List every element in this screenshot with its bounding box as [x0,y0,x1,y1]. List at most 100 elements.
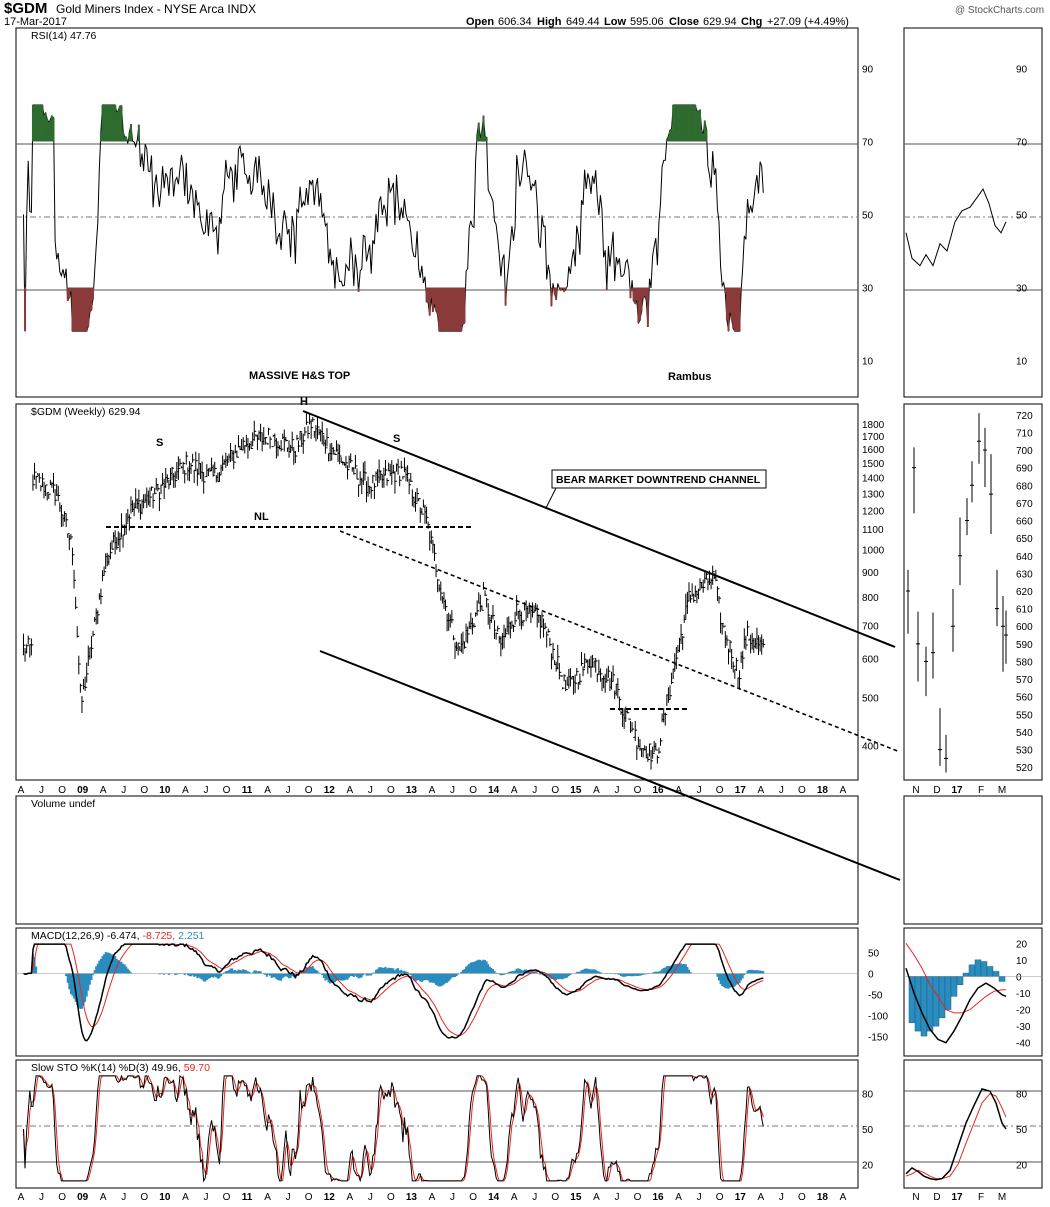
x-tick-top: 17 [735,785,747,796]
x-tick-top: A [429,785,436,796]
x-tick-top: O [223,785,231,796]
price-zoom-y-tick: 560 [1016,693,1033,704]
close-label: Close [669,16,699,28]
chg-label: Chg [741,16,762,28]
price-y-tick: 500 [862,694,879,705]
x-tick-top: 10 [159,785,171,796]
price-y-tick: 1000 [862,545,885,556]
lower-channel-line [319,650,901,881]
rsi-zoom-y-tick: 90 [1016,65,1028,76]
x-tick-bottom: J [614,1192,619,1203]
price-zoom-y-tick: 680 [1016,481,1033,492]
rsi-zoom-y-tick: 10 [1016,357,1028,368]
massive-hs-label: MASSIVE H&S TOP [249,370,350,382]
x-zoom-tick-top: F [978,785,984,796]
x-tick-bottom: 10 [159,1192,171,1203]
macd-label-c: 2.251 [178,930,204,942]
x-tick-top: O [58,785,66,796]
x-zoom-tick-top: N [912,785,919,796]
close-value: 629.94 [703,16,737,28]
chart-date: 17-Mar-2017 [4,16,67,28]
rsi-zoom-y-tick: 70 [1016,138,1028,149]
rsi-y-tick: 50 [862,211,874,222]
rsi-label: RSI(14) 47.76 [31,30,97,42]
x-tick-top: J [532,785,537,796]
macd-series [16,943,1042,1044]
sto-series [23,1074,1007,1183]
rsi-reference-lines [16,143,1042,291]
price-panel-main [15,403,859,781]
price-label: $GDM (Weekly) 629.94 [31,406,141,418]
x-tick-top: J [121,785,126,796]
macd-zoom-histogram-bar [944,976,952,1010]
price-zoom-y-tick: 600 [1016,622,1033,633]
rsi-zoom-y-tick: 30 [1016,284,1028,295]
price-zoom-y-tick: 520 [1016,763,1033,774]
price-panel-zoom [903,403,1043,781]
x-tick-top: J [368,785,373,796]
low-value: 595.06 [630,16,664,28]
volume-panel-zoom [903,795,1043,925]
x-tick-top: A [264,785,271,796]
x-tick-bottom: J [368,1192,373,1203]
x-tick-top: 18 [817,785,829,796]
x-tick-bottom: J [121,1192,126,1203]
symbol: $GDM [4,0,47,17]
x-tick-top: O [716,785,724,796]
x-tick-top: O [551,785,559,796]
rsi-panel-zoom [903,27,1043,398]
x-tick-top: A [757,785,764,796]
volume-panel-main [15,795,859,925]
x-tick-bottom: A [429,1192,436,1203]
sto-zoom-y-tick: 80 [1016,1090,1028,1101]
sto-panel-main [15,1059,859,1189]
macd-zoom-line [905,967,1007,1044]
macd-label-a: MACD(12,26,9) -6.474, [31,930,140,942]
x-zoom-tick-bottom: F [978,1192,984,1203]
macd-zoom-histogram-bar [998,976,1006,982]
x-tick-bottom: 18 [817,1192,829,1203]
sto-y-tick: 80 [862,1090,874,1101]
macd-zoom-histogram-bar [992,971,1000,977]
x-tick-top: A [675,785,682,796]
x-tick-bottom: 11 [242,1192,253,1203]
macd-label: MACD(12,26,9) -6.474, -8.725, 2.251 [31,930,205,942]
rsi-zoom-y-tick: 50 [1016,211,1028,222]
rambus-label: Rambus [668,371,711,383]
right-shoulder-label: S [393,433,400,445]
rsi-y-tick: 90 [862,65,874,76]
open-label: Open [466,16,494,28]
left-shoulder-label: S [156,437,163,449]
x-tick-top: A [593,785,600,796]
price-zoom-y-tick: 590 [1016,640,1033,651]
x-tick-bottom: J [286,1192,291,1203]
price-zoom-y-tick: 660 [1016,517,1033,528]
x-tick-top: O [634,785,642,796]
price-y-tick: 1600 [862,445,885,456]
price-y-tick: 1800 [862,420,885,431]
x-tick-bottom: A [100,1192,107,1203]
sto-panel-zoom [903,1059,1043,1189]
price-y-tick: 1200 [862,507,885,518]
price-zoom-y-tick: 700 [1016,446,1033,457]
macd-y-tick: 50 [868,949,880,960]
x-tick-bottom: O [387,1192,395,1203]
x-tick-bottom: O [223,1192,231,1203]
x-tick-top: J [286,785,291,796]
x-tick-top: J [779,785,784,796]
x-tick-top: 13 [406,785,418,796]
macd-zoom-histogram-bar [920,976,928,1037]
x-tick-top: 14 [488,785,500,796]
price-zoom-y-tick: 720 [1016,411,1033,422]
x-tick-bottom: J [39,1192,44,1203]
bear-callout: BEAR MARKET DOWNTREND CHANNEL [545,469,767,509]
price-y-tick: 1500 [862,459,885,470]
x-tick-bottom: J [697,1192,702,1203]
x-tick-bottom: A [264,1192,271,1203]
macd-zoom-histogram-bar [986,966,994,977]
macd-zoom-histogram-bar [950,976,958,997]
x-tick-bottom: A [182,1192,189,1203]
x-tick-bottom: J [450,1192,455,1203]
sto-k-line [23,1074,764,1183]
x-tick-bottom: O [58,1192,66,1203]
